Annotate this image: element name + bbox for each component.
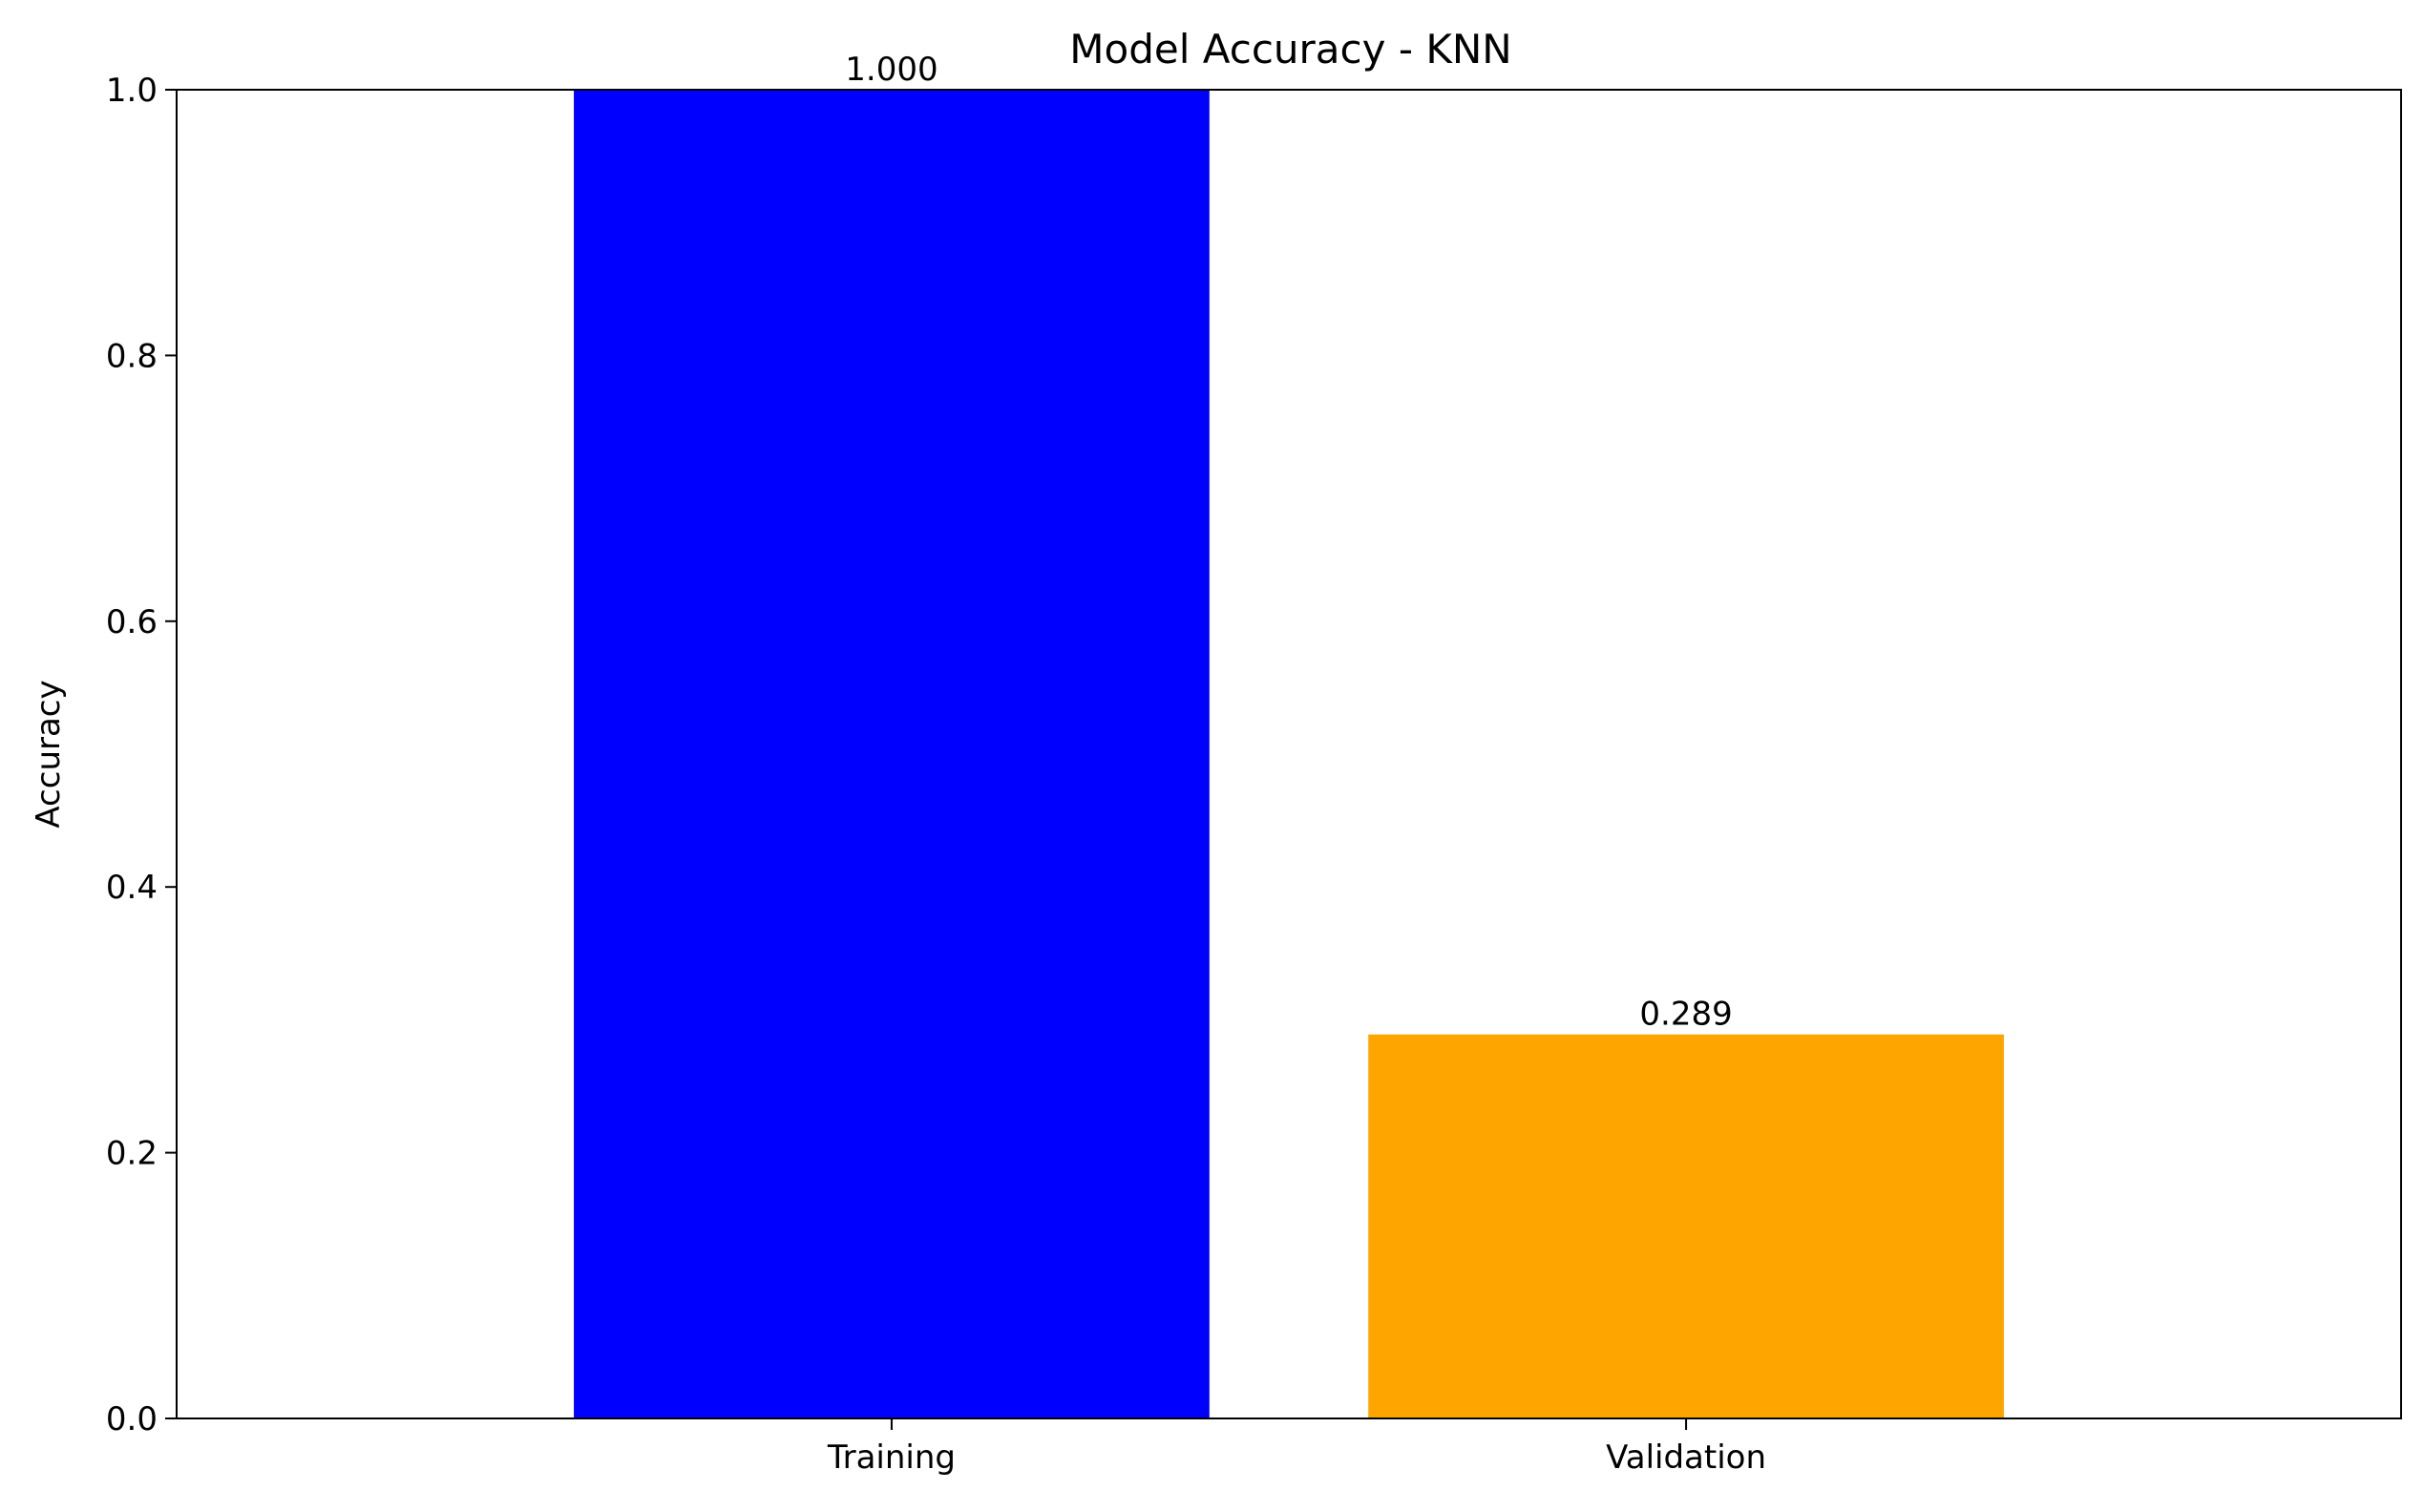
data-label-training: 1.000 bbox=[845, 51, 938, 89]
bar-training bbox=[574, 90, 1210, 1418]
x-tick-label-validation: Validation bbox=[1606, 1438, 1766, 1477]
y-tick-label: 0.6 bbox=[106, 603, 158, 641]
y-tick-label: 0.8 bbox=[106, 337, 158, 375]
plot-area: 1.000 Training 0.289 Validation 0.0 0.2 0.4 0.6… bbox=[106, 51, 2402, 1477]
y-tick-label: 1.0 bbox=[106, 72, 158, 110]
data-label-validation: 0.289 bbox=[1639, 996, 1732, 1034]
y-tick-label: 0.0 bbox=[106, 1400, 158, 1438]
bar-validation bbox=[1368, 1034, 2004, 1418]
chart-title: Model Accuracy - KNN bbox=[1069, 26, 1511, 73]
y-tick-label: 0.2 bbox=[106, 1135, 158, 1173]
y-tick-label: 0.4 bbox=[106, 869, 158, 907]
y-axis-label: Accuracy bbox=[30, 680, 68, 828]
x-tick-label-training: Training bbox=[827, 1438, 956, 1477]
axes-frame bbox=[176, 89, 2402, 1419]
